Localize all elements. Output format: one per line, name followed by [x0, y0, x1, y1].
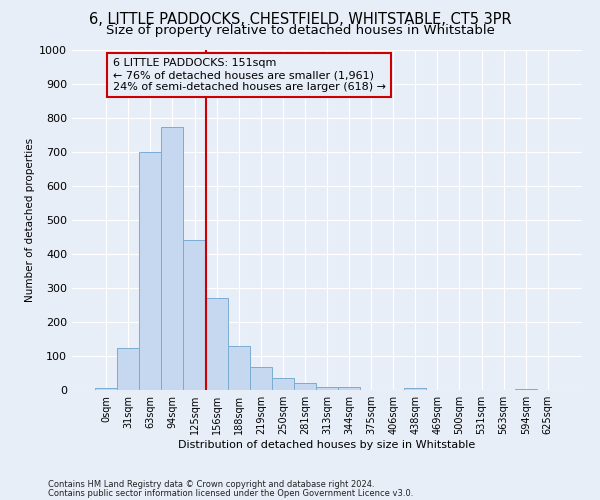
Text: 6 LITTLE PADDOCKS: 151sqm
← 76% of detached houses are smaller (1,961)
24% of se: 6 LITTLE PADDOCKS: 151sqm ← 76% of detac… [113, 58, 386, 92]
Bar [161, 126, 184, 390]
Bar [272, 378, 294, 390]
Text: Size of property relative to detached houses in Whitstable: Size of property relative to detached ho… [106, 24, 494, 37]
Bar [404, 388, 427, 390]
X-axis label: Distribution of detached houses by size in Whitstable: Distribution of detached houses by size … [178, 440, 476, 450]
Bar [117, 348, 139, 390]
Text: Contains HM Land Registry data © Crown copyright and database right 2024.: Contains HM Land Registry data © Crown c… [48, 480, 374, 489]
Bar [184, 240, 206, 390]
Text: 6, LITTLE PADDOCKS, CHESTFIELD, WHITSTABLE, CT5 3PR: 6, LITTLE PADDOCKS, CHESTFIELD, WHITSTAB… [89, 12, 511, 28]
Bar [95, 388, 117, 390]
Bar [250, 367, 272, 390]
Bar [139, 152, 161, 390]
Bar [316, 386, 338, 390]
Y-axis label: Number of detached properties: Number of detached properties [25, 138, 35, 302]
Bar [515, 389, 537, 390]
Text: Contains public sector information licensed under the Open Government Licence v3: Contains public sector information licen… [48, 488, 413, 498]
Bar [206, 298, 227, 390]
Bar [338, 386, 360, 390]
Bar [294, 383, 316, 390]
Bar [227, 346, 250, 390]
